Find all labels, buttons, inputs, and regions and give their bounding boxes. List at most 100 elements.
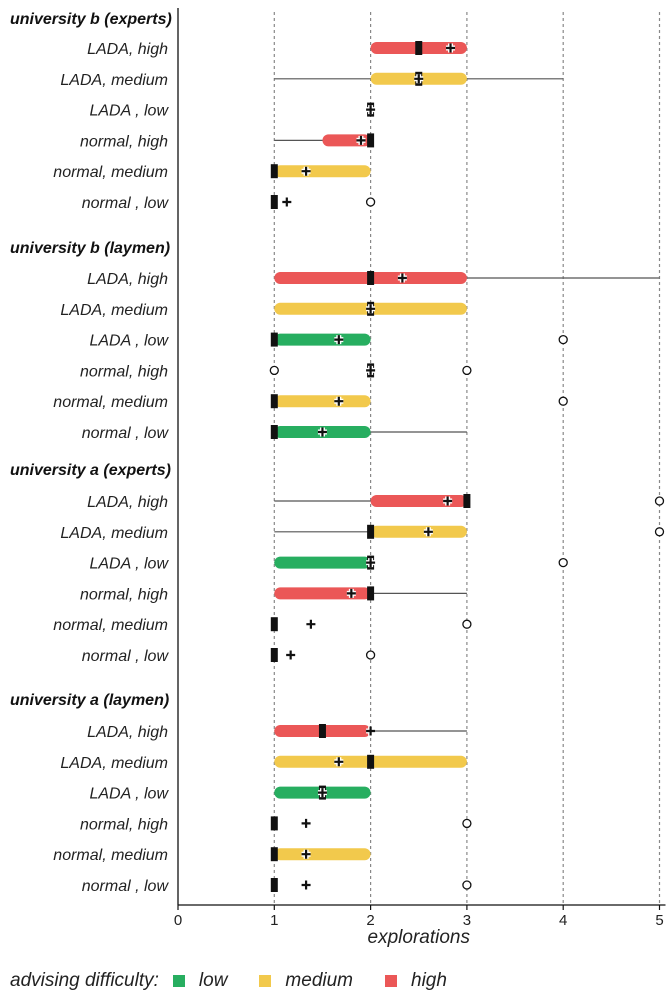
iqr-box — [274, 333, 371, 346]
row-label: normal, medium — [53, 847, 168, 864]
legend-item-low: low — [172, 970, 228, 992]
legend-swatch-low — [172, 975, 185, 987]
row-label: normal, medium — [53, 394, 168, 411]
median-mark — [367, 524, 375, 539]
median-mark — [270, 847, 278, 862]
row-label: normal , low — [82, 195, 170, 212]
mean-marker — [366, 558, 376, 568]
row-label: LADA, high — [87, 724, 168, 741]
outlier-point — [269, 365, 279, 376]
mean-marker — [286, 650, 296, 660]
mean-marker — [334, 757, 344, 767]
row-label: normal, high — [80, 363, 168, 380]
median-mark — [415, 41, 423, 55]
mean-marker — [397, 273, 407, 283]
iqr-box — [274, 587, 371, 600]
mean-marker — [366, 304, 376, 314]
legend-label-medium: medium — [285, 970, 353, 991]
x-tick-label: 0 — [174, 912, 182, 929]
group-title: university b (laymen) — [10, 240, 170, 257]
row-label: normal, high — [80, 586, 168, 603]
mean-marker — [306, 619, 316, 629]
row-label: normal, medium — [53, 617, 168, 634]
mean-marker — [366, 105, 376, 115]
mean-marker — [317, 427, 327, 437]
median-mark — [270, 164, 278, 179]
row-label: LADA , low — [89, 556, 169, 573]
mean-marker — [282, 197, 292, 207]
row-label: LADA, high — [87, 494, 168, 511]
outlier-point — [462, 365, 472, 376]
boxplot-chart: 0 1 2 3 4 5 explorations university b (experts)… — [10, 8, 666, 948]
iqr-box — [274, 556, 371, 569]
median-mark — [270, 425, 278, 439]
median-mark — [463, 494, 471, 508]
mean-marker — [414, 74, 424, 84]
median-mark — [270, 394, 278, 409]
x-tick-label: 5 — [655, 912, 663, 929]
median-mark — [270, 195, 278, 209]
row-label: normal, high — [80, 816, 168, 833]
mean-marker — [301, 818, 311, 828]
row-label: LADA , low — [89, 103, 169, 120]
row-label: LADA, high — [87, 271, 168, 288]
outlier-point — [462, 619, 472, 629]
mean-marker — [346, 588, 356, 598]
outlier-point — [654, 496, 665, 506]
legend: advising difficulty: low medium high — [10, 963, 479, 999]
x-axis-label: explorations — [368, 927, 471, 948]
group-title: university a (laymen) — [10, 692, 169, 709]
mean-marker — [446, 43, 456, 53]
row-label: LADA, medium — [60, 72, 168, 89]
mean-marker — [423, 527, 433, 537]
x-tick-label: 3 — [463, 912, 471, 929]
legend-item-high: high — [385, 970, 447, 992]
mean-marker — [301, 880, 311, 890]
legend-label-low: low — [198, 970, 228, 991]
group-title: university b (experts) — [10, 11, 172, 28]
mean-marker — [443, 496, 453, 506]
row-label: LADA, high — [87, 41, 168, 58]
legend-swatch-high — [385, 975, 397, 987]
median-mark — [270, 617, 278, 632]
iqr-box — [370, 495, 467, 507]
row-label: LADA, medium — [60, 525, 168, 542]
mean-marker — [334, 335, 344, 345]
outlier-point — [365, 197, 376, 207]
x-tick-label: 1 — [270, 912, 278, 929]
row-label: normal , low — [82, 648, 170, 665]
mean-marker — [301, 166, 311, 176]
mean-marker — [317, 788, 327, 798]
row-label: normal, medium — [53, 164, 168, 181]
outlier-point — [654, 527, 665, 537]
iqr-box — [370, 525, 467, 538]
outlier-point — [558, 557, 568, 568]
row-label: LADA, medium — [60, 302, 168, 319]
row-label: normal, high — [80, 133, 168, 150]
row-label: normal , low — [82, 878, 170, 895]
outlier-point — [558, 334, 568, 345]
row-label: LADA, medium — [60, 755, 168, 772]
mean-marker — [366, 365, 376, 375]
median-mark — [270, 332, 278, 347]
outlier-point — [462, 880, 472, 890]
iqr-box — [274, 395, 371, 408]
group-title: university a (experts) — [10, 462, 171, 479]
median-mark — [367, 586, 375, 601]
row-label: normal , low — [82, 425, 170, 442]
outlier-point — [365, 650, 376, 660]
row-label: LADA , low — [89, 333, 169, 350]
median-mark — [367, 271, 375, 285]
median-mark — [367, 133, 375, 148]
legend-item-medium: medium — [259, 970, 353, 992]
legend-label-high: high — [411, 970, 447, 991]
mean-marker — [366, 726, 376, 736]
x-tick-label: 2 — [366, 912, 374, 929]
x-tick-label: 4 — [559, 912, 567, 929]
legend-swatch-medium — [259, 975, 272, 987]
outlier-point — [558, 396, 568, 406]
median-mark — [270, 648, 278, 662]
median-mark — [367, 754, 375, 769]
legend-title: advising difficulty: — [10, 970, 159, 991]
mean-marker — [301, 849, 311, 859]
